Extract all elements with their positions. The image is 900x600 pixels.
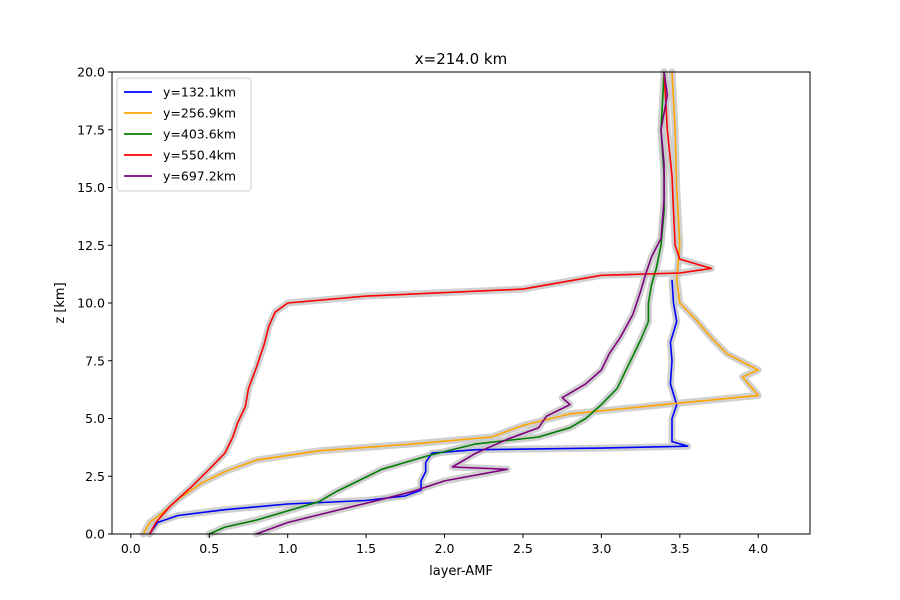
y-tick-label: 7.5 — [85, 353, 105, 368]
series-line-5 — [256, 71, 669, 535]
y-tick-label: 10.0 — [77, 296, 105, 311]
x-axis-label: layer-AMF — [429, 564, 493, 579]
legend: y=132.1km y=256.9km y=403.6km y=550.4km y=69… — [116, 77, 252, 192]
x-tick-label: 0.0 — [121, 541, 141, 556]
series-line-3 — [208, 71, 665, 535]
y-tick-label: 12.5 — [77, 238, 105, 253]
series-line-2 — [142, 71, 760, 535]
legend-label: y=132.1km — [163, 85, 236, 100]
x-tick-label: 2.0 — [435, 541, 455, 556]
legend-box — [116, 77, 252, 192]
series-line-1 — [148, 279, 689, 535]
y-tick-label: 17.5 — [77, 122, 105, 137]
y-axis-label: z [km] — [53, 282, 68, 323]
legend-label: y=550.4km — [163, 148, 236, 163]
x-tick-label: 3.0 — [591, 541, 611, 556]
x-tick-label: 4.0 — [748, 541, 768, 556]
y-axis-ticks: 0.0 2.5 5.0 7.5 10.0 12.5 15.0 17.5 20.0 — [77, 65, 112, 542]
chart-title: x=214.0 km — [415, 50, 507, 68]
series-line-4 — [148, 71, 713, 535]
y-tick-label: 20.0 — [77, 65, 105, 80]
legend-label: y=697.2km — [163, 169, 236, 184]
x-tick-label: 3.5 — [670, 541, 690, 556]
x-axis-ticks: 0.0 0.5 1.0 1.5 2.0 2.5 3.0 3.5 4.0 — [121, 534, 768, 556]
legend-label: y=403.6km — [163, 127, 236, 142]
x-tick-label: 1.0 — [278, 541, 298, 556]
series-band-3 — [205, 68, 668, 538]
x-tick-label: 0.5 — [199, 541, 219, 556]
y-tick-label: 5.0 — [85, 411, 105, 426]
y-tick-label: 0.0 — [85, 527, 105, 542]
x-tick-label: 1.5 — [356, 541, 376, 556]
y-tick-label: 15.0 — [77, 180, 105, 195]
legend-label: y=256.9km — [163, 106, 236, 121]
x-tick-label: 2.5 — [513, 541, 533, 556]
y-tick-label: 2.5 — [85, 469, 105, 484]
series-lines — [142, 71, 760, 535]
